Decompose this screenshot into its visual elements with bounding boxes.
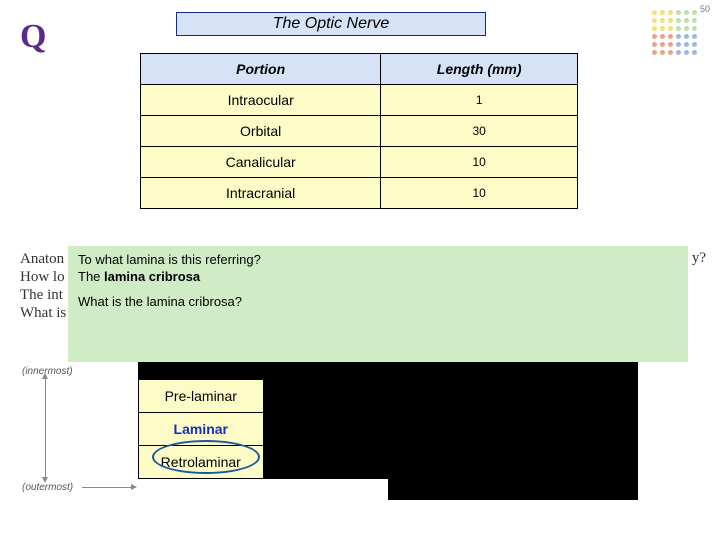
layer-retrolaminar: Retrolaminar xyxy=(139,446,264,479)
page-number: 50 xyxy=(700,4,710,14)
layer-black-r2 xyxy=(263,413,388,446)
cell-length-3: 10 xyxy=(381,178,578,209)
layer-black-r1 xyxy=(263,380,388,413)
qa-question-1: To what lamina is this referring? xyxy=(78,252,678,267)
bg-line1-right: y? xyxy=(692,250,706,267)
layer-laminar: Laminar xyxy=(139,413,264,446)
cell-portion-1: Orbital xyxy=(141,116,381,147)
layer-prelaminar: Pre-laminar xyxy=(139,380,264,413)
cell-portion-2: Canalicular xyxy=(141,147,381,178)
bg-line4: What is xyxy=(20,304,66,322)
layer-black-r3 xyxy=(263,446,388,479)
th-portion: Portion xyxy=(141,54,381,85)
decorative-dot-grid xyxy=(652,10,698,56)
background-cutoff-text: Anaton How lo The int What is xyxy=(20,250,66,322)
qa-answer-1-bold: lamina cribrosa xyxy=(104,269,200,284)
cell-length-2: 10 xyxy=(381,147,578,178)
horizontal-arrow xyxy=(82,487,132,488)
cell-length-0: 1 xyxy=(381,85,578,116)
bg-line3: The int xyxy=(20,286,66,304)
layer-black-top xyxy=(139,363,388,380)
qa-question-2: What is the lamina cribrosa? xyxy=(78,294,678,309)
layer-table: Pre-laminar Laminar Retrolaminar xyxy=(138,362,388,479)
bg-line1: Anaton xyxy=(20,250,66,268)
portion-length-table: Portion Length (mm) Intraocular1 Orbital… xyxy=(140,53,578,209)
cell-portion-3: Intracranial xyxy=(141,178,381,209)
qa-green-box: To what lamina is this referring? The la… xyxy=(68,246,688,362)
cell-portion-0: Intraocular xyxy=(141,85,381,116)
black-panel-right xyxy=(388,362,638,500)
vertical-double-arrow xyxy=(45,378,46,478)
label-outermost: (outermost) xyxy=(22,482,73,493)
qa-answer-1-pre: The xyxy=(78,269,104,284)
cell-length-1: 30 xyxy=(381,116,578,147)
q-marker: Q xyxy=(20,18,46,56)
slide-title: The Optic Nerve xyxy=(176,12,486,36)
qa-answer-1: The lamina cribrosa xyxy=(78,269,678,284)
bg-line2: How lo xyxy=(20,268,66,286)
th-length: Length (mm) xyxy=(381,54,578,85)
